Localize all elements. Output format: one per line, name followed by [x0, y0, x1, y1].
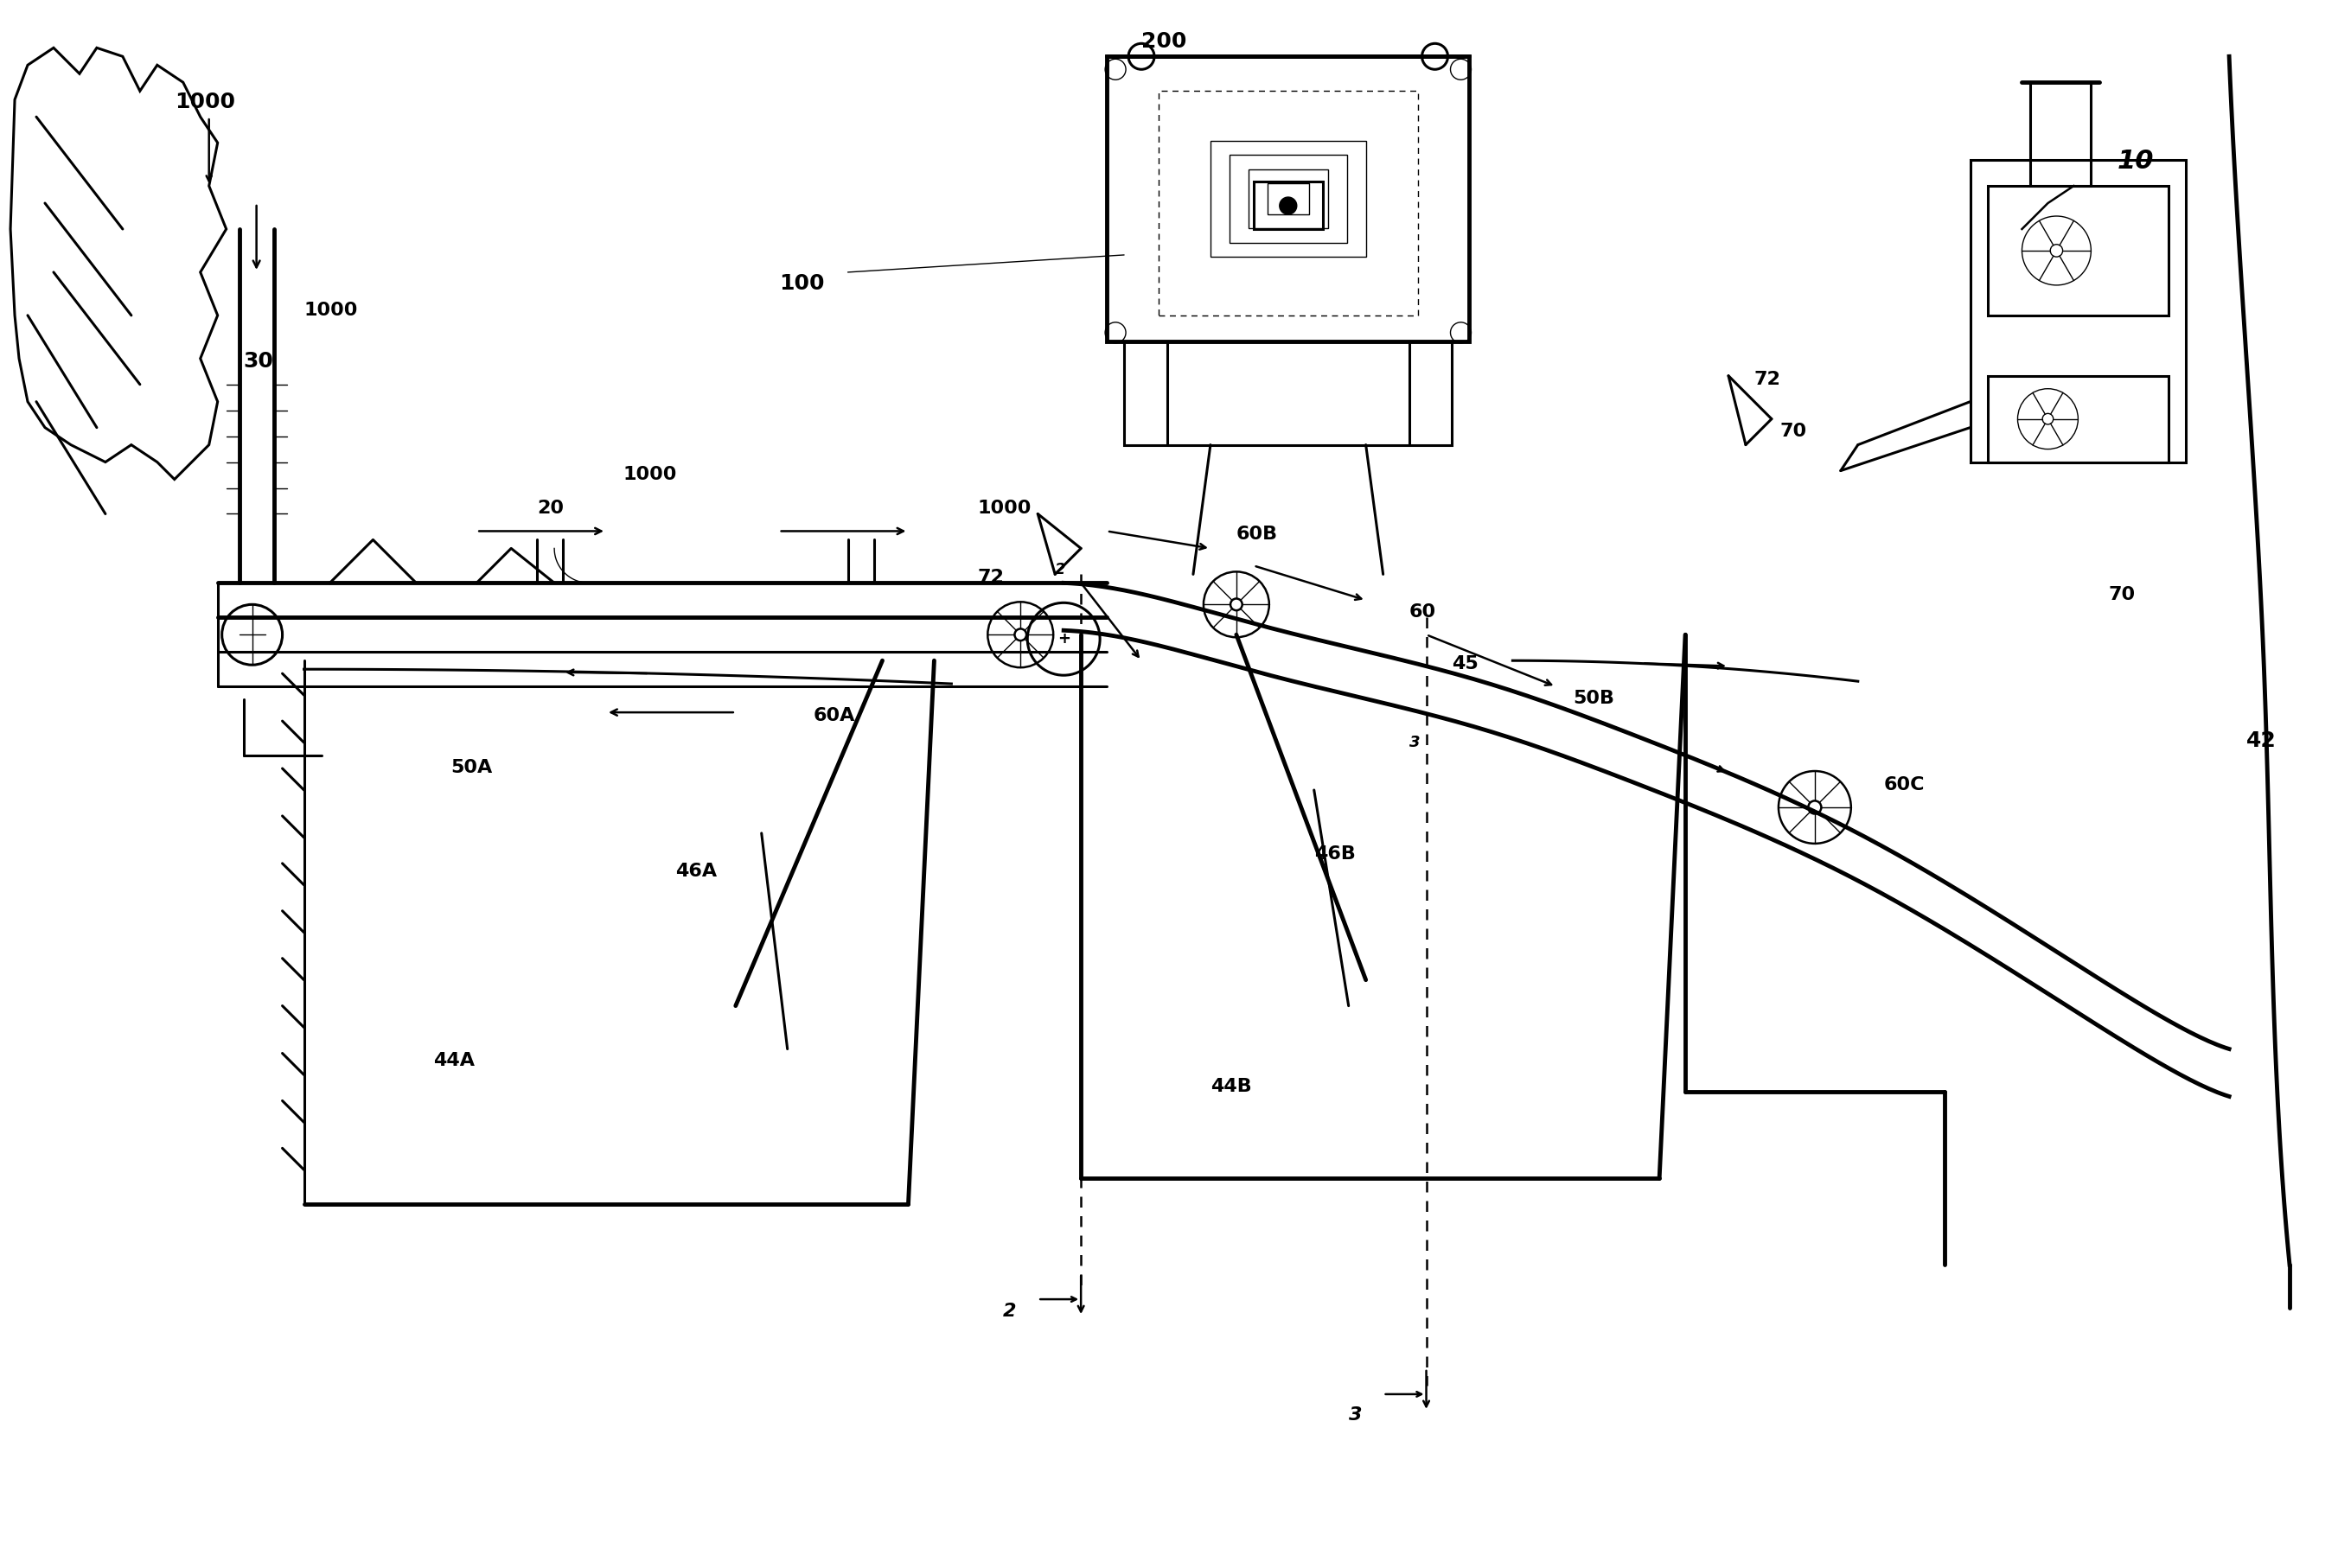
Text: 3: 3 [1349, 1406, 1363, 1424]
Text: 2: 2 [1054, 563, 1066, 577]
Text: 50B: 50B [1573, 690, 1616, 707]
Text: 1000: 1000 [175, 93, 236, 113]
Text: 200: 200 [1141, 31, 1188, 52]
Bar [1267, 183, 1309, 215]
Text: 30: 30 [243, 351, 274, 372]
Text: 10: 10 [2116, 149, 2153, 174]
Text: 1000: 1000 [624, 466, 678, 483]
Text: 70: 70 [2109, 586, 2135, 604]
Bar [2032, 83, 2090, 187]
Text: 46A: 46A [676, 862, 718, 880]
Bar [1253, 182, 1323, 229]
Text: 46B: 46B [1314, 845, 1356, 862]
Text: 3: 3 [1410, 735, 1419, 751]
Text: 72: 72 [1754, 370, 1782, 387]
Bar [1987, 187, 2170, 315]
Text: 70: 70 [1779, 422, 1807, 439]
Text: 44B: 44B [1211, 1079, 1251, 1096]
Text: 2: 2 [1003, 1303, 1017, 1320]
Text: 1000: 1000 [977, 500, 1031, 517]
Text: 50A: 50A [451, 759, 493, 776]
Text: 60A: 60A [814, 707, 856, 724]
Bar [1125, 342, 1452, 445]
Text: 44A: 44A [433, 1052, 475, 1069]
Text: 72: 72 [977, 569, 1003, 586]
Text: 60B: 60B [1237, 525, 1279, 543]
Bar [1987, 376, 2170, 463]
Text: 60: 60 [1410, 604, 1436, 621]
Text: 1000: 1000 [304, 301, 358, 318]
Text: 60C: 60C [1884, 776, 1924, 793]
Bar [1106, 56, 1471, 342]
Bar [1971, 160, 2186, 463]
Circle shape [1279, 198, 1298, 215]
Text: 100: 100 [779, 273, 825, 293]
Text: 42: 42 [2247, 731, 2277, 751]
Text: +: + [1057, 632, 1071, 646]
Bar [1248, 169, 1328, 229]
Bar [1211, 141, 1365, 257]
Bar [1230, 155, 1347, 243]
Text: 45: 45 [1452, 655, 1478, 673]
Text: 20: 20 [538, 500, 563, 517]
